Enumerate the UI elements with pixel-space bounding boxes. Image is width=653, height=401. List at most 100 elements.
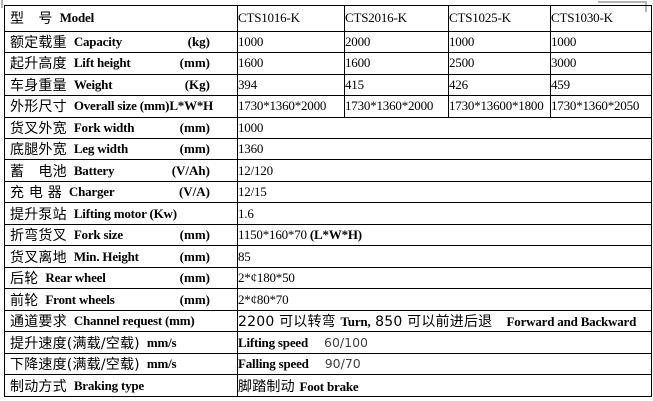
label-zh: 车身重量 <box>10 77 67 94</box>
spec-table: 型 号 Model CTS1016-K CTS2016-K CTS1025-K … <box>4 5 652 397</box>
row-label-leg-width: 底腿外宽 Leg width (mm) <box>4 137 238 161</box>
braking-type-value-cell: 脚踏制动 Foot brake <box>237 374 652 397</box>
label-zh: 货叉离地 <box>10 249 67 266</box>
label-zh: 下降速度(满载/空载) <box>10 357 140 374</box>
label-zh: 起升高度 <box>10 56 67 73</box>
label-zh: 折弯货叉 <box>10 228 67 245</box>
label-unit: (mm) <box>179 141 210 157</box>
spec-value-cell: 426 <box>448 73 551 97</box>
spec-value-cell: 1150*160*70 (L*W*H) <box>237 223 652 247</box>
spec-value-cell: 394 <box>237 73 345 97</box>
row-label-weight: 车身重量 Weight (Kg) <box>4 73 238 97</box>
label-unit: (kg) <box>187 33 210 49</box>
row-label-front-wheels: 前轮 Front wheels (mm) <box>4 288 238 311</box>
label-zh: 额定载重 <box>10 34 67 51</box>
row-label-fork-width: 货叉外宽 Fork width (mm) <box>4 116 238 140</box>
spec-value-cell: 1600 <box>344 52 449 75</box>
label-unit: (V/A) <box>178 184 210 200</box>
row-label-lifting-speed: 提升速度(满载/空载) mm/s <box>4 331 238 354</box>
model-name-cell: CTS2016-K <box>344 5 449 32</box>
row-label-overall-size: 外形尺寸 Overall size (mm)L*W*H <box>4 95 238 118</box>
label-zh: 充 电 器 <box>10 185 62 202</box>
label-en: Charger <box>68 184 115 200</box>
row-label-model: 型 号 Model <box>4 5 238 32</box>
row-label-lifting-motor: 提升泵站 Lifting motor (Kw) <box>4 202 238 225</box>
label-zh: 型 号 <box>10 11 53 28</box>
spec-row-rear-wheel: 后轮 Rear wheel (mm) 2*¢180*50 <box>4 266 652 290</box>
spec-value-cell: 2500 <box>448 52 551 75</box>
table-handle-artifact <box>598 1 647 3</box>
row-label-min-height: 货叉离地 Min. Height (mm) <box>4 245 238 268</box>
spec-value-cell: 1000 <box>550 30 652 54</box>
spec-row-lifting-motor: 提升泵站 Lifting motor (Kw) 1.6 <box>4 202 652 225</box>
row-label-fork-size: 折弯货叉 Fork size (mm) <box>4 223 238 247</box>
row-label-channel-request: 通道要求 Channel request (mm) <box>4 309 238 333</box>
row-label-lift-height: 起升高度 Lift height (mm) <box>4 52 238 75</box>
spec-row-weight: 车身重量 Weight (Kg) 394 415 426 459 <box>4 73 652 97</box>
spec-value-cell: 2*¢80*70 <box>237 288 652 311</box>
spec-value-cell: 1000 <box>237 30 345 54</box>
label-unit: (mm) <box>179 119 210 135</box>
label-zh: 通道要求 <box>10 314 67 331</box>
spec-row-channel-request: 通道要求 Channel request (mm) 2200 可以转弯 Turn… <box>4 309 652 333</box>
label-en: Rear wheel <box>45 270 106 286</box>
label-en: Front wheels <box>45 291 115 307</box>
lifting-speed-value: 60/100 <box>324 334 368 350</box>
row-label-braking-type: 制动方式 Braking type <box>4 374 238 397</box>
row-label-battery: 蓄 电池 Battery (V/Ah) <box>4 159 238 182</box>
braking-value-zh: 脚踏制动 <box>238 378 300 395</box>
spec-value-cell: 85 <box>237 245 652 268</box>
lifting-speed-label: Lifting speed <box>238 334 309 350</box>
spec-value-cell: 12/120 <box>237 159 652 182</box>
falling-speed-label: Falling speed <box>238 356 309 372</box>
label-zh: 货叉外宽 <box>10 120 67 137</box>
spec-row-fork-width: 货叉外宽 Fork width (mm) 1000 <box>4 116 652 140</box>
channel-turn-label: Turn, <box>340 314 371 330</box>
spec-value-cell: 1730*1360*2000 <box>237 95 345 118</box>
spec-value-cell: 1730*13600*1800 <box>448 95 551 118</box>
label-unit: (mm) <box>179 227 210 243</box>
spec-row-falling-speed: 下降速度(满载/空载) mm/s Falling speed 90/70 <box>4 352 652 376</box>
label-unit: (Kg) <box>184 76 210 92</box>
row-label-falling-speed: 下降速度(满载/空载) mm/s <box>4 352 238 376</box>
model-name-cell: CTS1030-K <box>550 5 652 32</box>
label-zh: 后轮 <box>10 271 39 288</box>
channel-request-value-cell: 2200 可以转弯 Turn, 850 可以前进后退 Forward and B… <box>237 309 652 333</box>
label-unit: (mm) <box>179 55 210 71</box>
spec-row-front-wheels: 前轮 Front wheels (mm) 2*¢80*70 <box>4 288 652 311</box>
spec-row-overall-size: 外形尺寸 Overall size (mm)L*W*H 1730*1360*20… <box>4 95 652 118</box>
falling-speed-value: 90/70 <box>324 356 361 372</box>
lifting-speed-value-cell: Lifting speed 60/100 <box>237 331 652 354</box>
spec-value-cell: 1000 <box>448 30 551 54</box>
spec-row-battery: 蓄 电池 Battery (V/Ah) 12/120 <box>4 159 652 182</box>
spec-value-cell: 459 <box>550 73 652 97</box>
row-label-capacity: 额定载重 Capacity (kg) <box>4 30 238 54</box>
label-en: Overall size (mm)L*W*H <box>73 98 214 114</box>
label-zh: 蓄 电池 <box>10 163 67 180</box>
channel-forward-distance: 850 可以前进后退 <box>370 314 507 331</box>
spec-value-cell: 1730*1360*2050 <box>550 95 652 118</box>
spec-value-cell: 2*¢180*50 <box>237 266 652 290</box>
spec-row-braking-type: 制动方式 Braking type 脚踏制动 Foot brake <box>4 374 652 397</box>
label-en: Fork width <box>73 119 135 135</box>
spec-value-cell: 415 <box>344 73 449 97</box>
spec-value-cell: 2000 <box>344 30 449 54</box>
row-label-rear-wheel: 后轮 Rear wheel (mm) <box>4 266 238 290</box>
label-zh: 外形尺寸 <box>10 99 67 116</box>
channel-turn-distance: 2200 可以转弯 <box>238 314 341 331</box>
spec-row-lift-height: 起升高度 Lift height (mm) 1600 1600 2500 300… <box>4 52 652 75</box>
spec-row-leg-width: 底腿外宽 Leg width (mm) 1360 <box>4 137 652 161</box>
braking-value-en: Foot brake <box>299 378 359 394</box>
spec-value-cell: 1000 <box>237 116 652 140</box>
label-en: Channel request (mm) <box>73 313 195 329</box>
label-zh: 提升泵站 <box>10 206 67 223</box>
spec-row-lifting-speed: 提升速度(满载/空载) mm/s Lifting speed 60/100 <box>4 331 652 354</box>
spec-value-cell: 1360 <box>237 137 652 161</box>
label-en: Lift height <box>73 55 131 71</box>
label-en: mm/s <box>146 356 177 372</box>
spec-value-cell: 12/15 <box>237 180 652 204</box>
spec-value-cell: 1.6 <box>237 202 652 225</box>
label-en: Battery <box>73 162 115 178</box>
label-en: Weight <box>73 76 113 92</box>
